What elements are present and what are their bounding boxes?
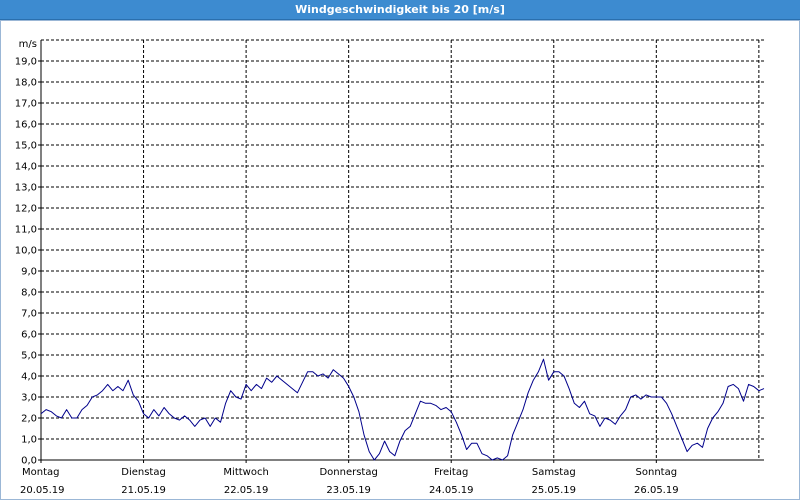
series-layer	[40, 358, 765, 461]
wind-speed-chart: m/s 0,0 1,0 2,0 3,0 4,0 5,0 6,0 7,0 8,0 9,0 10,0 11,…	[15, 39, 765, 496]
y-tick-label: 4,0	[21, 372, 37, 383]
y-tick-label: 8,0	[21, 288, 37, 299]
y-tick-label: 17,0	[15, 99, 37, 110]
x-tick-date: 24.05.19	[429, 485, 474, 496]
y-tick-label: 2,0	[21, 414, 37, 425]
x-tick-day: Freitag	[434, 467, 468, 478]
x-tick-day: Sonntag	[636, 467, 678, 478]
y-tick-label: 11,0	[15, 225, 37, 236]
x-tick-day: Samstag	[532, 467, 576, 478]
y-tick-label: 18,0	[15, 78, 37, 89]
y-tick-label: 5,0	[21, 351, 37, 362]
x-tick-date: 21.05.19	[121, 485, 166, 496]
x-tick-date: 25.05.19	[532, 485, 577, 496]
x-tick-day: Montag	[22, 467, 59, 478]
y-tick-label: 15,0	[15, 141, 37, 152]
wind-speed-line	[40, 358, 765, 461]
y-tick-labels: m/s 0,0 1,0 2,0 3,0 4,0 5,0 6,0 7,0 8,0 9,0 10,0 11,…	[15, 39, 41, 467]
x-tick-date: 22.05.19	[224, 485, 269, 496]
y-tick-label: 3,0	[21, 393, 37, 404]
x-tick-date: 23.05.19	[326, 485, 371, 496]
y-tick-label: 1,0	[21, 435, 37, 446]
y-tick-label: 13,0	[15, 183, 37, 194]
y-axis-unit: m/s	[19, 39, 37, 50]
x-tick-day: Mittwoch	[223, 467, 268, 478]
y-tick-label: 16,0	[15, 120, 37, 131]
y-tick-label: 10,0	[15, 246, 37, 257]
y-tick-label: 6,0	[21, 330, 37, 341]
y-tick-label: 7,0	[21, 309, 37, 320]
chart-title: Windgeschwindigkeit bis 20 [m/s]	[0, 0, 800, 20]
y-tick-label: 14,0	[15, 162, 37, 173]
y-tick-label: 12,0	[15, 204, 37, 215]
x-tick-labels: Montag 20.05.19 Dienstag 21.05.19 Mittwoch 22…	[20, 460, 679, 496]
y-tick-label: 19,0	[15, 57, 37, 68]
x-tick-date: 20.05.19	[20, 485, 65, 496]
y-tick-label: 0,0	[21, 456, 37, 467]
grid	[41, 39, 764, 460]
x-tick-day: Donnerstag	[319, 467, 377, 478]
x-tick-date: 26.05.19	[634, 485, 679, 496]
x-tick-day: Dienstag	[121, 467, 166, 478]
y-tick-label: 9,0	[21, 267, 37, 278]
